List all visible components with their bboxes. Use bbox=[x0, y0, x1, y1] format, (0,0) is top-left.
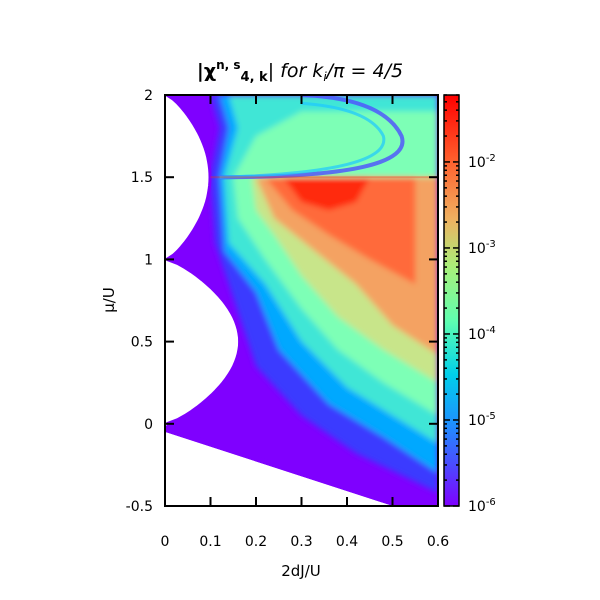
x-tick-label: 0.3 bbox=[290, 534, 312, 550]
colorbar-tick-label: 10-5 bbox=[468, 411, 496, 429]
mott-lobe-1-border bbox=[166, 257, 242, 426]
upper-arc-inner bbox=[219, 101, 386, 179]
chart-title: |χn, s4, k| for ki/π = 4/5 bbox=[197, 58, 403, 85]
y-tick-label: 1.5 bbox=[131, 170, 153, 186]
y-axis-label: μ/U bbox=[100, 287, 118, 313]
field-levels bbox=[210, 95, 438, 493]
colorbar-tick-label: 10-4 bbox=[468, 325, 496, 343]
x-axis-label: 2dJ/U bbox=[281, 562, 321, 580]
colorbar-ticks: 10-6 10-5 10-4 10-3 10-2 bbox=[444, 94, 496, 515]
x-tick-label: 0.6 bbox=[427, 534, 449, 550]
lower-boundary bbox=[165, 425, 403, 506]
y-tick-label: 2 bbox=[144, 88, 153, 104]
colorbar bbox=[443, 94, 460, 507]
y-tick-label: 1 bbox=[144, 252, 153, 268]
x-ticks: 0 0.1 0.2 0.3 0.4 0.5 0.6 bbox=[161, 95, 449, 550]
colorbar-tick-label: 10-2 bbox=[468, 153, 496, 171]
colorbar-tick-label: 10-3 bbox=[468, 239, 496, 257]
y-ticks: -0.5 0 0.5 1 1.5 2 bbox=[126, 88, 438, 515]
field-level-8 bbox=[283, 177, 370, 211]
mott-lobe-2-border bbox=[165, 95, 212, 261]
title-sub: 4, k bbox=[241, 70, 269, 85]
y-tick-label: -0.5 bbox=[126, 499, 153, 515]
x-tick-label: 0.1 bbox=[199, 534, 221, 550]
x-tick-label: 0.5 bbox=[381, 534, 403, 550]
title-sup: n, s bbox=[216, 58, 240, 72]
heatmap-area bbox=[165, 95, 438, 506]
title-italic-rest: /π = 4/5 bbox=[325, 60, 403, 82]
title-italic: for k bbox=[280, 60, 324, 82]
title-suffix: | bbox=[268, 60, 280, 82]
colorbar-tick-label: 10-6 bbox=[468, 497, 496, 515]
title-italic-sub: i bbox=[323, 70, 327, 84]
x-tick-label: 0.2 bbox=[245, 534, 267, 550]
empty-region bbox=[165, 432, 393, 506]
upper-arc bbox=[219, 95, 405, 180]
y-tick-label: 0.5 bbox=[131, 335, 153, 351]
x-tick-label: 0 bbox=[161, 534, 170, 550]
field-level-7 bbox=[265, 177, 416, 285]
x-tick-label: 0.4 bbox=[336, 534, 358, 550]
mott-lobe-1 bbox=[165, 259, 240, 424]
jump-line bbox=[210, 176, 438, 179]
y-tick-label: 0 bbox=[144, 417, 153, 433]
title-prefix: |χ bbox=[197, 60, 216, 82]
